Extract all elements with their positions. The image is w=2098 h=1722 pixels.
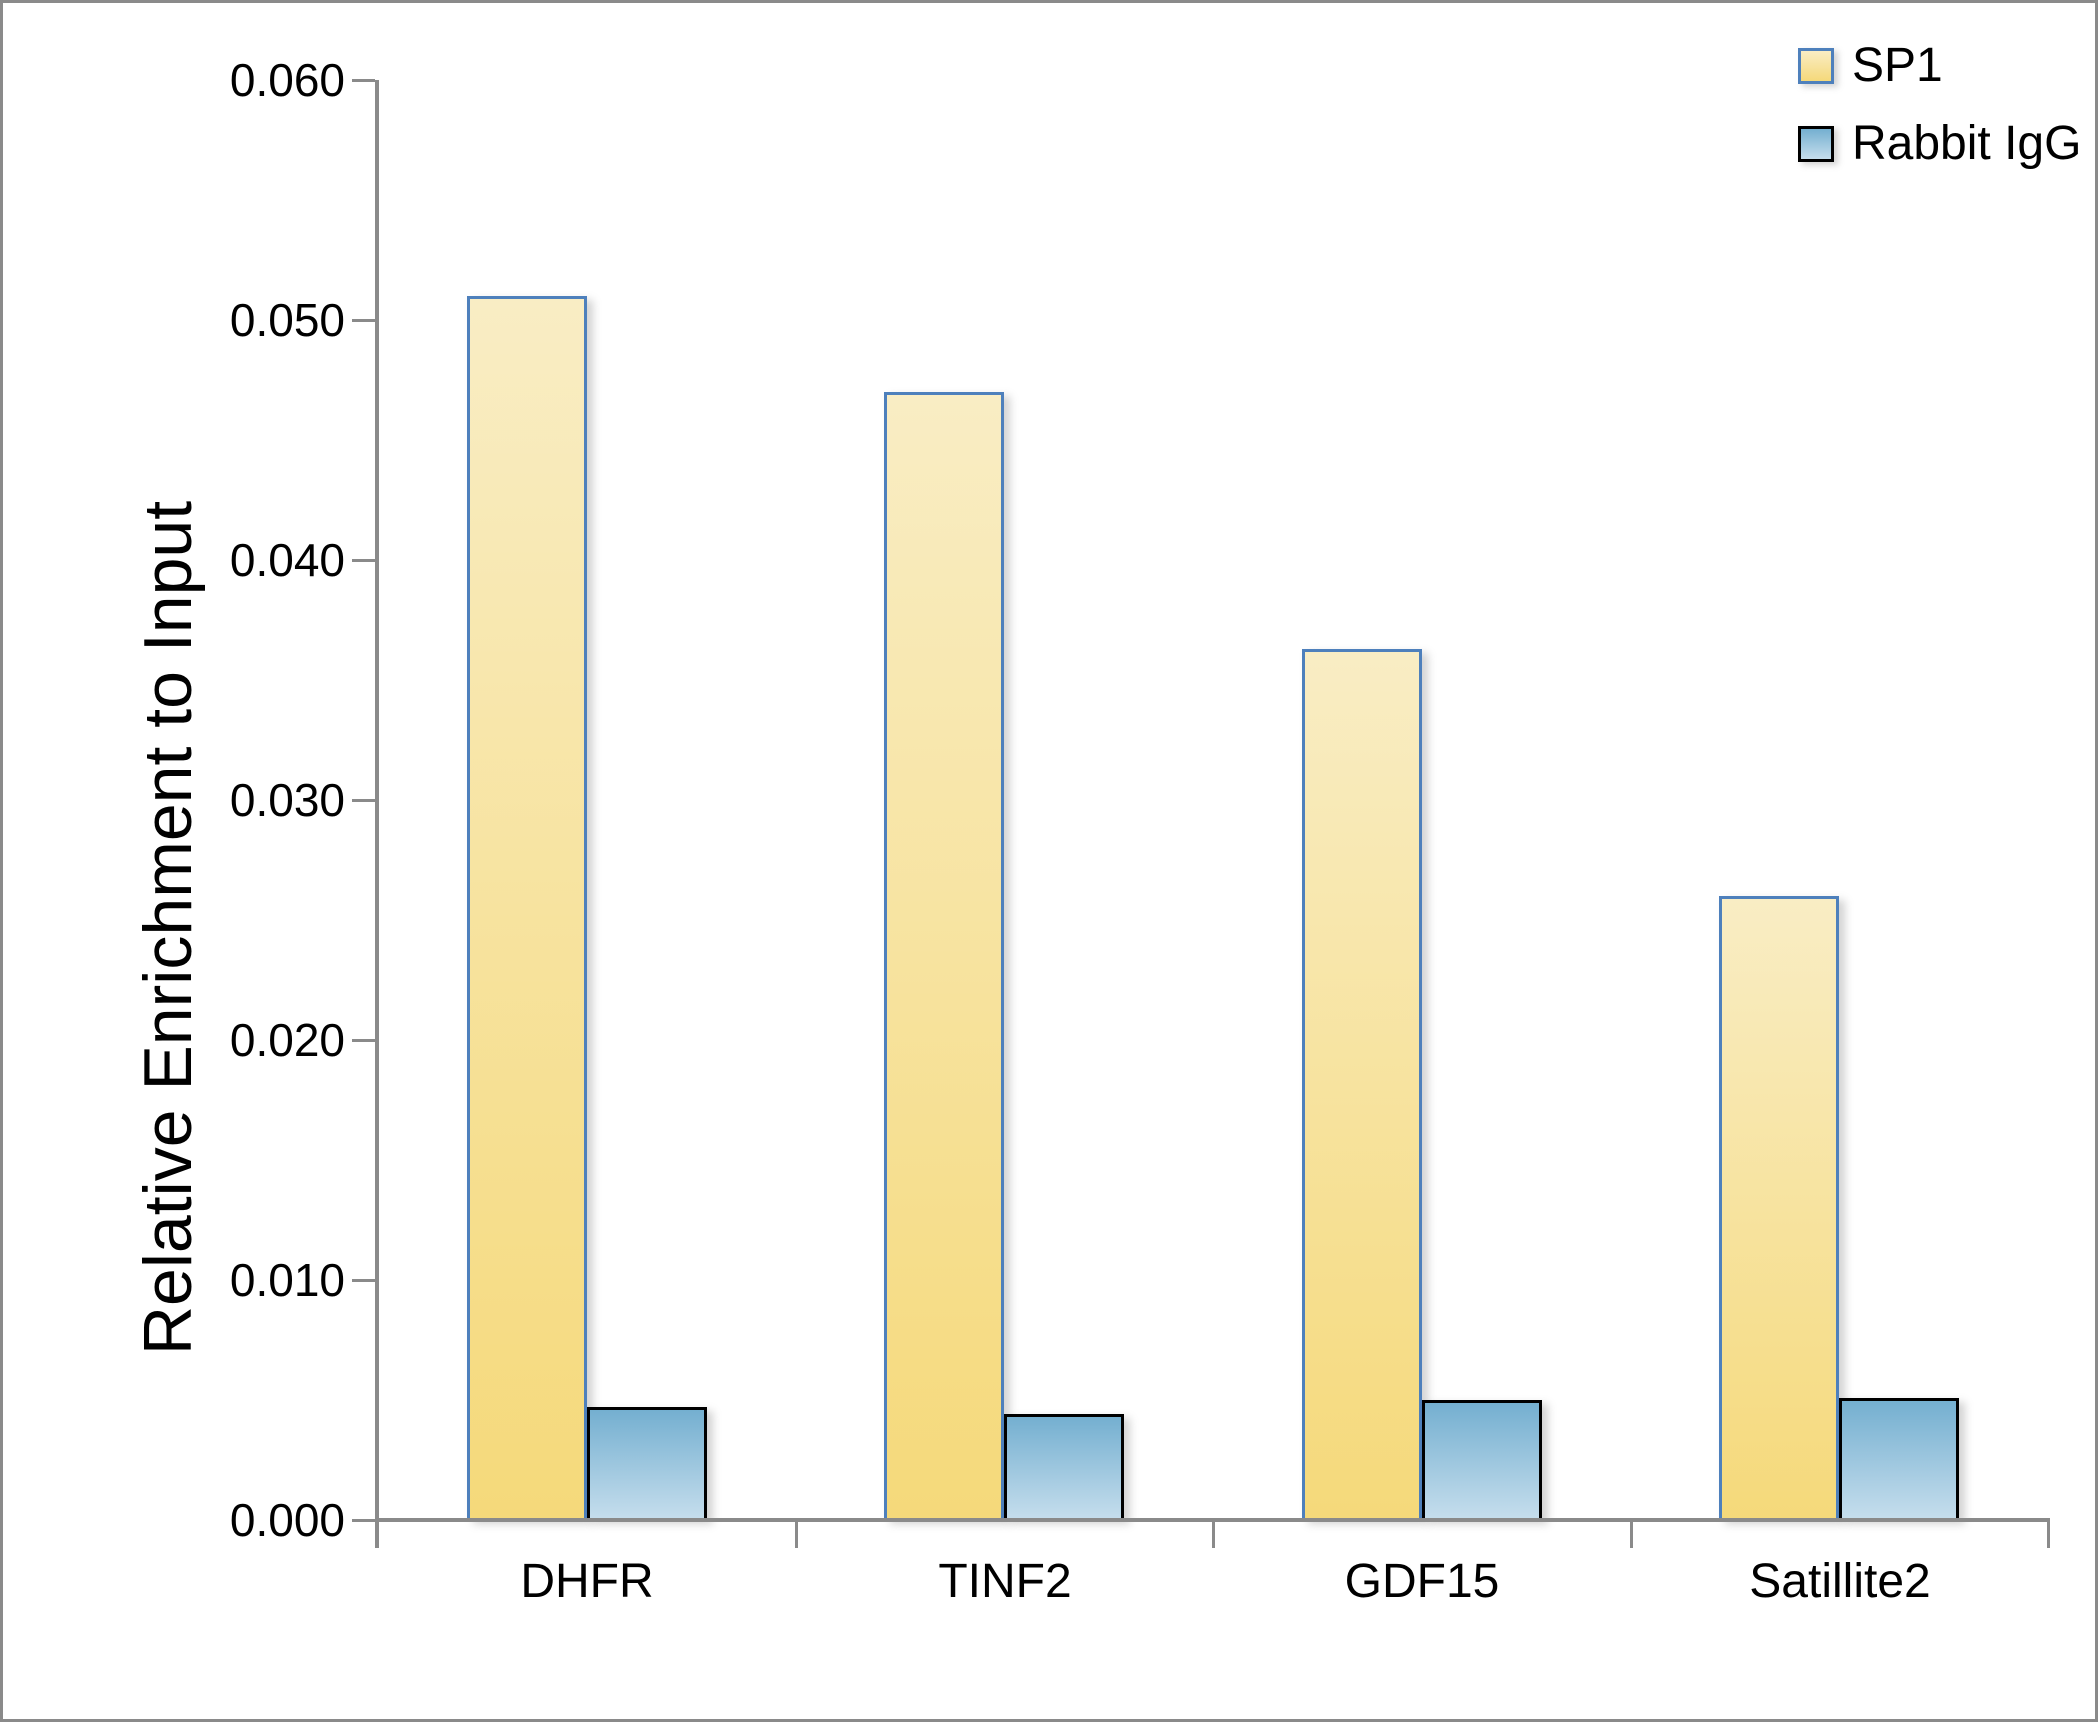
x-category-label-satillite2: Satillite2	[1749, 1555, 1931, 1608]
x-tick-mark	[2047, 1520, 2050, 1548]
y-tick-mark	[352, 1039, 375, 1042]
y-tick-label: 0.000	[229, 1494, 345, 1546]
bar-sp1-gdf15	[1302, 649, 1422, 1520]
y-tick-mark	[352, 799, 375, 802]
y-tick-mark	[352, 319, 375, 322]
y-tick-mark	[352, 559, 375, 562]
y-tick-label: 0.010	[229, 1254, 345, 1306]
y-tick-mark	[352, 1279, 375, 1282]
x-tick-mark	[795, 1520, 798, 1548]
bar-rabbit-igg-satillite2	[1839, 1398, 1959, 1520]
legend-item-rabbit-igg: Rabbit IgG	[1798, 118, 2095, 170]
y-tick-label: 0.020	[229, 1014, 345, 1066]
y-tick-mark	[352, 1519, 375, 1522]
bar-rabbit-igg-tinf2	[1004, 1414, 1124, 1520]
y-axis-title: Relative Enrichment to Input	[130, 500, 206, 1356]
bar-sp1-satillite2	[1719, 896, 1839, 1520]
legend-item-sp1: SP1	[1798, 40, 2095, 92]
y-tick-mark	[352, 79, 375, 82]
x-category-label-dhfr: DHFR	[520, 1555, 654, 1608]
legend-swatch-sp1	[1798, 48, 1834, 84]
y-axis-line	[375, 80, 379, 1548]
x-tick-mark	[1212, 1520, 1215, 1548]
bar-sp1-dhfr	[467, 296, 587, 1520]
y-tick-label: 0.050	[229, 294, 345, 346]
x-category-label-tinf2: TINF2	[938, 1555, 1072, 1608]
legend-label-sp1: SP1	[1852, 39, 1943, 92]
y-tick-label: 0.030	[229, 774, 345, 826]
bar-rabbit-igg-gdf15	[1422, 1400, 1542, 1520]
y-tick-label: 0.040	[229, 534, 345, 586]
legend-label-rabbit-igg: Rabbit IgG	[1852, 117, 2082, 170]
x-category-label-gdf15: GDF15	[1344, 1555, 1500, 1608]
y-tick-label: 0.060	[229, 54, 345, 106]
bar-sp1-tinf2	[884, 392, 1004, 1520]
x-tick-mark	[1630, 1520, 1633, 1548]
legend-swatch-rabbit-igg	[1798, 126, 1834, 162]
bar-rabbit-igg-dhfr	[587, 1407, 707, 1520]
